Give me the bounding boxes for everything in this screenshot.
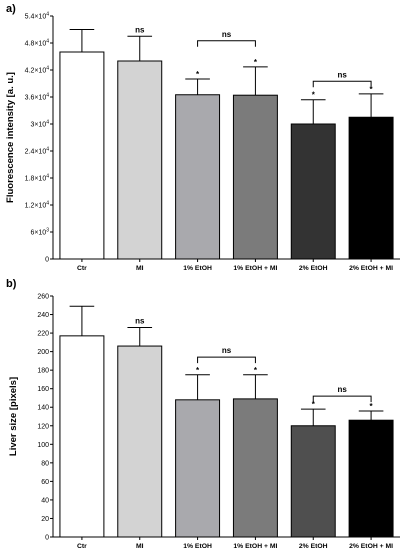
x-tick-label: Ctr bbox=[77, 543, 87, 550]
bar bbox=[348, 419, 394, 538]
y-tick-label: 200 bbox=[37, 349, 49, 356]
comparison-bracket bbox=[312, 80, 372, 88]
y-tick-label: 160 bbox=[37, 386, 49, 393]
significance-star: * bbox=[312, 91, 316, 100]
bracket-label: ns bbox=[337, 70, 347, 79]
panel-b: b) Liver size [pixels] 0 20 40 60 80 100 120 140 1… bbox=[6, 278, 400, 550]
y-tick-label: 0 bbox=[45, 257, 49, 264]
y-tick-label: 240 bbox=[37, 312, 49, 319]
bar bbox=[59, 335, 105, 538]
x-tick-label: 2% EtOH bbox=[299, 265, 328, 272]
y-tick-label: 4.8×104 bbox=[25, 39, 50, 48]
y-tick-label: 4.2×104 bbox=[25, 66, 50, 75]
y-tick-label: 6×103 bbox=[30, 228, 49, 237]
y-tick-label: 3.6×104 bbox=[25, 93, 50, 102]
comparison-bracket bbox=[312, 395, 372, 403]
bar bbox=[59, 51, 105, 260]
x-tick-label: MI bbox=[136, 265, 144, 272]
bar bbox=[232, 398, 278, 538]
x-tick-label: 2% EtOH + MI bbox=[349, 543, 393, 550]
significance-star: * bbox=[196, 70, 200, 79]
bar bbox=[348, 116, 394, 260]
significance-ns: ns bbox=[135, 317, 145, 326]
x-tick-label: 2% EtOH + MI bbox=[349, 265, 393, 272]
panel-a: a) Fluorescence intensity [a. u.] 0 6×103 1.… bbox=[5, 3, 400, 272]
y-tick-label: 5.4×104 bbox=[25, 12, 50, 21]
bar bbox=[117, 345, 163, 538]
significance-star: * bbox=[312, 400, 316, 409]
x-tick-label: 2% EtOH bbox=[299, 543, 328, 550]
y-tick-label: 60 bbox=[41, 479, 49, 486]
y-tick-label: 260 bbox=[37, 294, 49, 301]
significance-ns: ns bbox=[135, 25, 145, 34]
comparison-bracket bbox=[197, 40, 256, 47]
y-tick-label: 1.2×104 bbox=[25, 201, 50, 210]
bar bbox=[175, 399, 221, 538]
y-tick-label: 100 bbox=[37, 442, 49, 449]
bracket-label: ns bbox=[222, 30, 232, 39]
y-tick-label: 120 bbox=[37, 423, 49, 430]
x-tick-label: 1% EtOH bbox=[183, 265, 212, 272]
bar bbox=[175, 94, 221, 260]
panel-label: b) bbox=[6, 278, 17, 290]
bar bbox=[117, 60, 163, 260]
x-tick-label: 1% EtOH + MI bbox=[233, 543, 277, 550]
y-tick-label: 0 bbox=[45, 535, 49, 542]
y-tick-label: 2.4×104 bbox=[25, 147, 50, 156]
bracket-label: ns bbox=[222, 346, 232, 355]
y-tick-label: 40 bbox=[41, 497, 49, 504]
y-axis-label: Liver size [pixels] bbox=[8, 377, 19, 456]
x-tick-label: MI bbox=[136, 543, 144, 550]
x-tick-label: 1% EtOH + MI bbox=[233, 265, 277, 272]
comparison-bracket bbox=[197, 356, 256, 364]
bar bbox=[232, 94, 278, 260]
significance-star: * bbox=[370, 85, 374, 94]
x-tick-label: Ctr bbox=[77, 265, 87, 272]
y-tick-label: 20 bbox=[41, 516, 49, 523]
y-tick-label: 3×104 bbox=[30, 120, 49, 129]
y-tick-label: 220 bbox=[37, 331, 49, 338]
y-tick-label: 140 bbox=[37, 405, 49, 412]
panel-label: a) bbox=[6, 3, 16, 15]
y-tick-label: 180 bbox=[37, 368, 49, 375]
x-tick-label: 1% EtOH bbox=[183, 543, 212, 550]
bar bbox=[290, 425, 336, 538]
y-tick-label: 80 bbox=[41, 460, 49, 467]
significance-star: * bbox=[254, 58, 258, 67]
bar bbox=[290, 123, 336, 260]
bracket-label: ns bbox=[337, 385, 347, 394]
significance-star: * bbox=[254, 366, 258, 375]
y-tick-label: 1.8×104 bbox=[25, 174, 50, 183]
y-axis-label: Fluorescence intensity [a. u.] bbox=[5, 72, 16, 203]
significance-star: * bbox=[196, 366, 200, 375]
significance-star: * bbox=[370, 402, 374, 411]
